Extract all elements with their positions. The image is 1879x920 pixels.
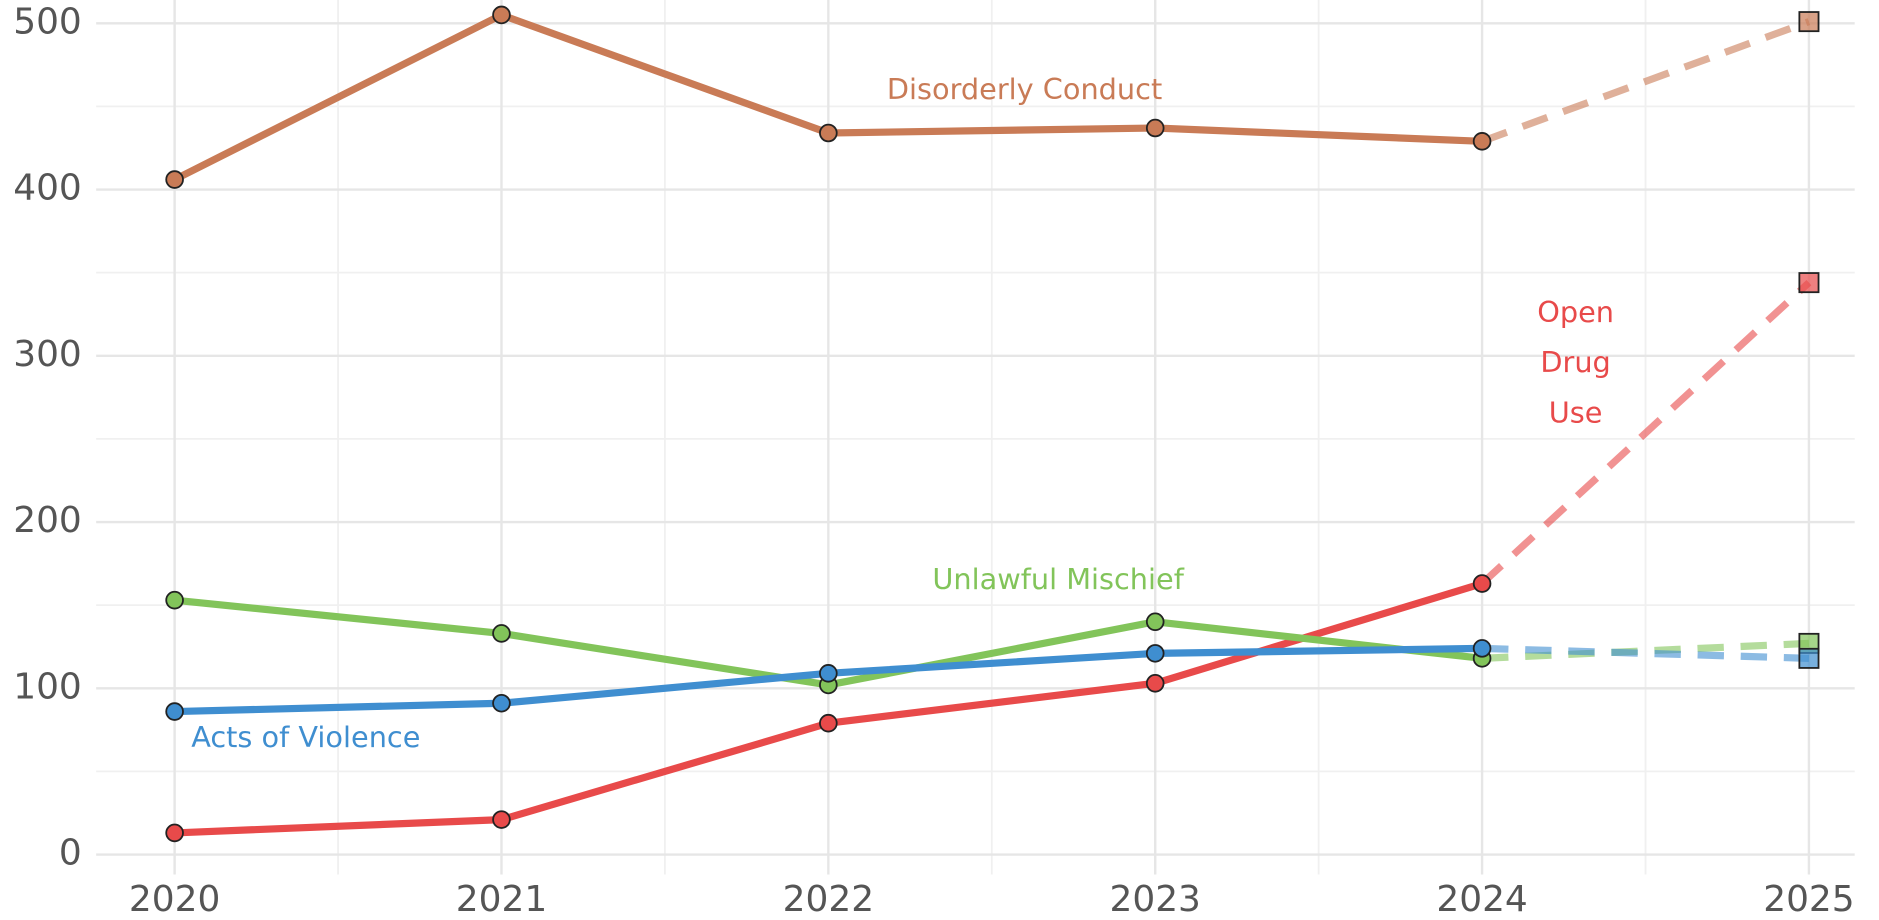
y-tick-label: 400 xyxy=(13,168,82,209)
forecast-marker xyxy=(1798,272,1820,294)
x-tick-label: 2024 xyxy=(1436,879,1527,920)
marker xyxy=(492,5,511,25)
marker xyxy=(1145,644,1165,663)
marker xyxy=(1145,674,1165,693)
series-label: Unlawful Mischief xyxy=(932,562,1184,596)
marker xyxy=(492,810,511,829)
marker xyxy=(819,664,838,683)
grid xyxy=(96,0,1855,875)
forecast-marker xyxy=(1798,11,1820,33)
y-tick-label: 300 xyxy=(13,334,82,375)
marker xyxy=(1472,639,1492,658)
forecast-marker xyxy=(1798,647,1820,669)
marker xyxy=(165,170,184,189)
forecast-line xyxy=(1481,639,1810,662)
y-tick-label: 100 xyxy=(13,666,82,707)
x-tick-label: 2022 xyxy=(783,879,874,920)
x-tick-label: 2021 xyxy=(456,879,547,920)
series-label: Acts of Violence xyxy=(191,720,420,754)
series-label: Disorderly Conduct xyxy=(887,72,1162,106)
forecast-line xyxy=(1481,644,1810,662)
marker xyxy=(165,590,184,610)
y-tick-label: 500 xyxy=(13,1,82,42)
x-tick-label: 2023 xyxy=(1110,879,1201,920)
marker xyxy=(819,713,838,733)
x-tick-label: 2020 xyxy=(129,879,220,920)
marker xyxy=(1472,574,1492,593)
x-tick-label: 2025 xyxy=(1763,879,1854,920)
marker xyxy=(492,624,511,643)
markers xyxy=(165,5,1820,843)
marker xyxy=(165,823,184,843)
y-tick-label: 200 xyxy=(13,500,82,541)
forecast-line xyxy=(1480,18,1811,145)
marker xyxy=(492,693,511,713)
marker xyxy=(165,702,184,721)
marker xyxy=(819,123,838,143)
series-label: Open Drug Use xyxy=(1537,295,1614,430)
y-tick-label: 0 xyxy=(59,833,82,874)
marker xyxy=(1472,132,1492,151)
forecast-line xyxy=(1479,279,1812,587)
marker xyxy=(1145,612,1165,632)
marker xyxy=(1145,118,1165,138)
